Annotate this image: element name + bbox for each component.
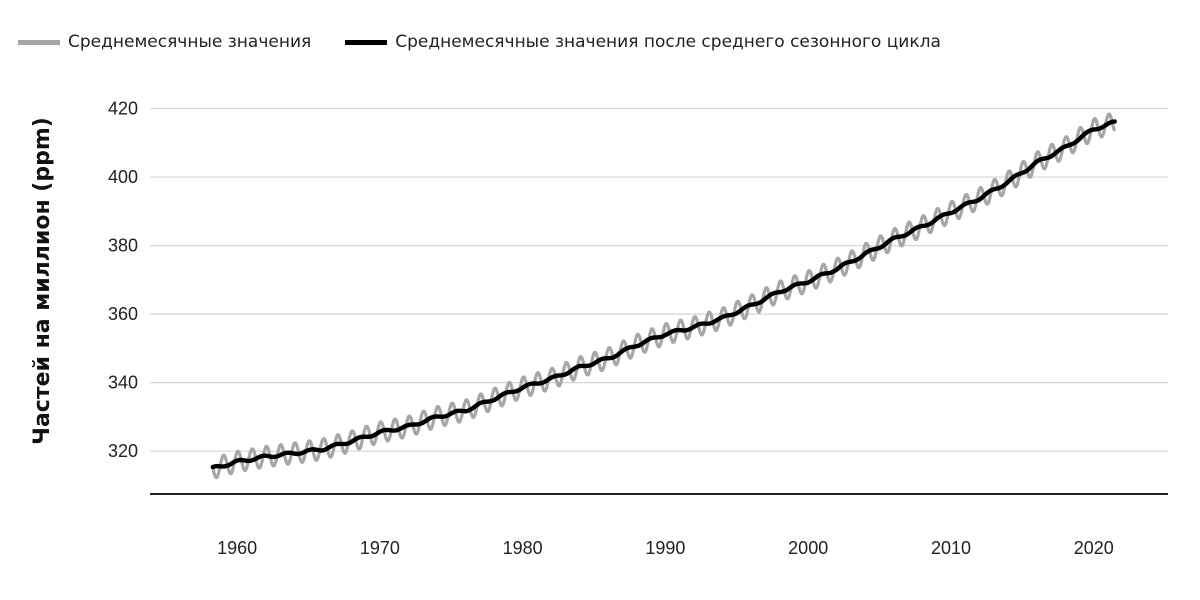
y-tick-label-400: 400 [108,167,138,187]
series-deseasonalized-line [210,119,1117,470]
legend-item-deseasonalized: Среднемесячные значения после среднего с… [345,32,941,52]
legend: Среднемесячные значения Среднемесячные з… [18,28,975,56]
y-tick-label-340: 340 [108,373,138,393]
legend-swatch-deseasonalized [345,39,388,45]
y-tick-label-320: 320 [108,441,138,461]
x-tick-labels: 1960 1970 1980 1990 2000 2010 2020 [217,538,1114,558]
x-tick-label-1960: 1960 [217,538,257,558]
legend-item-monthly: Среднемесячные значения [18,32,311,52]
y-tick-label-420: 420 [108,99,138,119]
series-monthly-line [211,112,1117,480]
y-axis-label: Частей на миллион (ppm) [30,117,55,445]
x-tick-label-2000: 2000 [788,538,828,558]
y-tick-labels: 320 340 360 380 400 420 [108,99,138,462]
legend-label-monthly: Среднемесячные значения [68,32,312,52]
x-tick-label-2010: 2010 [931,538,971,558]
legend-label-deseasonalized: Среднемесячные значения после среднего с… [395,32,941,52]
legend-swatch-monthly [18,39,60,45]
x-tick-label-1980: 1980 [503,538,543,558]
y-tick-label-380: 380 [108,236,138,256]
series-group [210,112,1117,480]
y-tick-label-360: 360 [108,304,138,324]
gridlines [150,107,1168,452]
x-tick-label-2020: 2020 [1074,538,1114,558]
x-tick-label-1990: 1990 [645,538,685,558]
x-tick-label-1970: 1970 [360,538,400,558]
